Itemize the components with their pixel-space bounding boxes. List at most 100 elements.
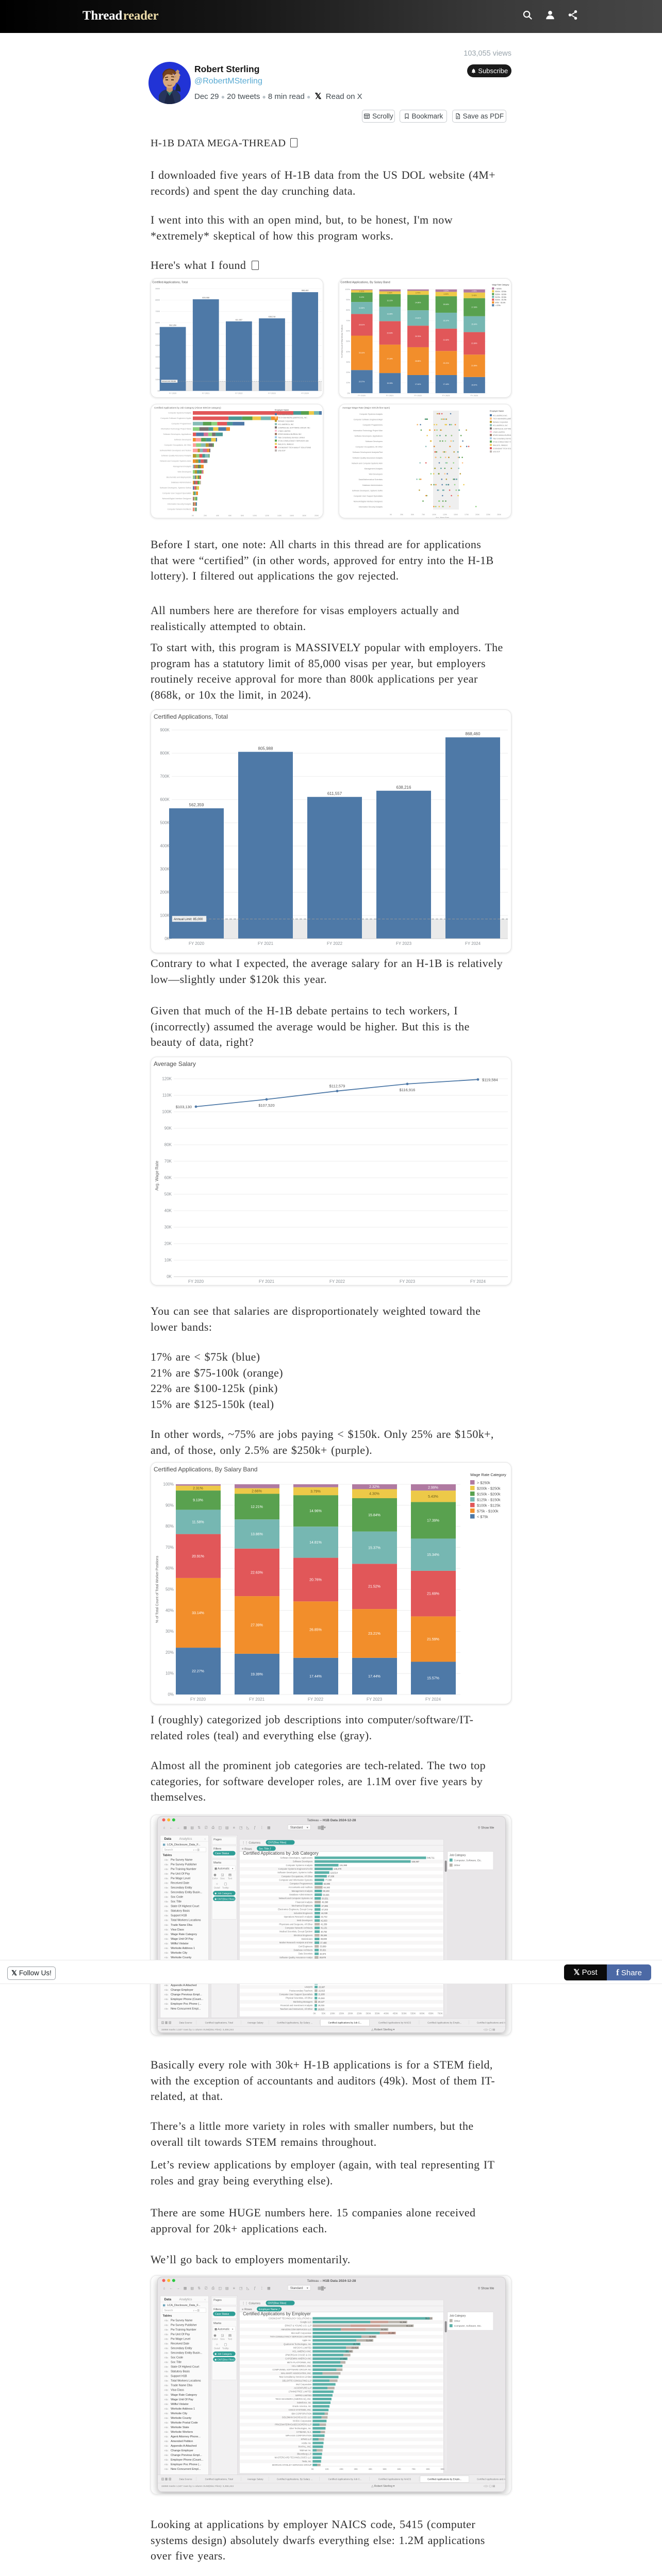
svg-text:Abc: Abc [164,2431,169,2433]
svg-text:12.21%: 12.21% [387,299,392,301]
svg-text:Secondary Entity: Secondary Entity [171,1886,192,1889]
svg-text:Abc: Abc [164,2328,169,2331]
svg-text:300K: 300K [366,2012,371,2015]
svg-text:Soc Title: Soc Title [171,2361,181,2364]
svg-text:44,039: 44,039 [321,1912,328,1914]
svg-text:USA SOF: USA SOF [493,451,500,453]
svg-text:→: → [176,2286,180,2290]
svg-text:40%: 40% [346,350,350,353]
svg-text:◫: ◫ [218,1826,221,1829]
svg-text:5.43%: 5.43% [428,1495,438,1499]
svg-text:50,531: 50,531 [322,1897,328,1900]
svg-text:64,886: 64,886 [324,1883,330,1885]
svg-text:Abc: Abc [164,2319,169,2321]
svg-text:WIPRO LIMITED: WIPRO LIMITED [295,2394,312,2397]
svg-text:HCL AMERICA INC.: HCL AMERICA INC. [278,414,293,416]
svg-text:19,315: 19,315 [318,2004,325,2007]
svg-text:Analytics: Analytics [179,2298,192,2301]
svg-text:Network/Digital Interface Desi: Network/Digital Interface Designers [162,498,192,500]
svg-text:$100k - $125k: $100k - $125k [477,1503,501,1508]
svg-text:17.39%: 17.39% [427,1519,439,1522]
svg-text:22.27%: 22.27% [192,1670,204,1673]
svg-text:◫: ◫ [218,2286,221,2290]
svg-text:Google LLC: Google LLC [300,2320,311,2323]
svg-text:◳: ◳ [239,2286,242,2290]
svg-text:70K: 70K [164,1159,172,1164]
svg-text:58,696: 58,696 [323,1893,329,1896]
svg-text:KPMG LLP: KPMG LLP [301,2438,312,2441]
svg-text:Certified Applications, Total: Certified Applications, Total [205,2021,233,2024]
svg-text:Computer User Support Speciali: Computer User Support Specialists [279,1993,313,1995]
svg-text:New Concurrent Empl...: New Concurrent Empl... [171,2007,201,2010]
svg-text:41,131: 41,131 [321,1927,327,1929]
svg-text:DFMSI MANILA BUREAU INC: DFMSI MANILA BUREAU INC [493,434,511,436]
svg-text:Software Developers, Applicati: Software Developers, Applications [354,435,383,437]
svg-text:Abc: Abc [164,2361,169,2364]
svg-text:60K: 60K [164,1176,172,1180]
svg-text:HCL AMERICA, INC.: HCL AMERICA, INC. [292,2365,311,2367]
svg-text:○: ○ [216,2343,218,2346]
svg-text:Abc: Abc [164,2398,169,2401]
svg-text:15.84%: 15.84% [443,303,449,306]
svg-text:Abc: Abc [164,2007,169,2010]
svg-text:611,557: 611,557 [236,318,243,321]
svg-text:11.58%: 11.58% [192,1521,204,1524]
svg-text:Abc: Abc [164,2003,169,2005]
svg-text:100%: 100% [345,288,350,291]
svg-text:FY 2021: FY 2021 [386,394,393,397]
svg-text:21,930: 21,930 [318,1993,325,1996]
svg-text:Financial Analysts: Financial Analysts [295,1901,312,1903]
svg-text:Information Security Analysts: Information Security Analysts [359,506,383,508]
svg-text:Standard: Standard [290,1826,303,1829]
svg-text:Certified Applications, By Sal: Certified Applications, By Salary ... [277,2478,312,2480]
svg-text:Secondary Entity Busin...: Secondary Entity Busin... [171,2352,203,2355]
svg-text:$116,916: $116,916 [400,1088,416,1092]
svg-text:550K: 550K [410,2012,416,2015]
svg-text:⎚: ⎚ [205,1826,208,1829]
svg-text:⎚: ⎚ [205,2286,208,2290]
svg-text:Oracle America, Inc.: Oracle America, Inc. [292,2405,311,2408]
svg-text:▩: ▩ [267,1826,270,1829]
svg-text:$125k - $150k: $125k - $150k [495,296,506,298]
svg-text:⋮: ⋮ [260,1826,263,1829]
svg-text:90%: 90% [166,1503,174,1507]
svg-text:Abc: Abc [164,1877,169,1879]
svg-text:Abc: Abc [164,2380,169,2382]
svg-text:Software Quality Assurance Ana: Software Quality Assurance Analys [279,1956,312,1959]
svg-text:◉ Job Category: ◉ Job Category [214,2353,232,2356]
svg-text:75K: 75K [422,514,425,516]
svg-text:5.43%: 5.43% [472,294,476,296]
svg-text:900K: 900K [155,287,160,290]
svg-text:Willful Violator: Willful Violator [171,1942,189,1945]
svg-text:Network and Computer Systems A: Network and Computer Systems Ad [279,1897,313,1900]
svg-text:59,213: 59,213 [425,2317,432,2320]
svg-text:Annual Limit: 85,000: Annual Limit: 85,000 [174,918,203,921]
svg-text:Abc: Abc [164,2403,169,2405]
svg-text:Color: Color [212,2338,218,2341]
svg-text:400K: 400K [384,2012,389,2015]
svg-text:Average Salary: Average Salary [154,1060,196,1067]
svg-text:Abc: Abc [164,1905,169,1908]
svg-text:Received Date: Received Date [171,1882,189,1885]
svg-text:→: → [176,1826,180,1829]
svg-text:Computer User Support Speciali: Computer User Support Specialists [354,495,383,497]
svg-text:Avg. Wage Rate: Avg. Wage Rate [436,517,449,518]
svg-text:Database Administrators: Database Administrators [171,482,191,484]
svg-text:Wage Unit Of Pay: Wage Unit Of Pay [171,2398,193,2401]
svg-text:WALISYS, INMEGO: WALISYS, INMEGO [278,443,294,445]
svg-text:LTIMO LIMITED: LTIMO LIMITED [493,431,505,433]
svg-text:▩: ▩ [184,1826,187,1829]
svg-text:Soc Title: Soc Title [171,1901,181,1904]
svg-text:Visa Class: Visa Class [171,2389,184,2392]
svg-text:Certified Applications, Total: Certified Applications, Total [152,281,188,284]
svg-text:20,127: 20,127 [318,2001,325,2003]
svg-text:Tableau – H1B Data 2024-12-28: Tableau – H1B Data 2024-12-28 [307,2279,356,2283]
svg-text:50K: 50K [411,514,415,516]
svg-text:▦: ▦ [163,1843,166,1846]
svg-text:80K: 80K [426,2468,430,2470]
svg-text:Appendix A Attached: Appendix A Attached [171,1984,196,1987]
svg-text:Abc: Abc [164,1993,169,1996]
svg-text:14.96%: 14.96% [309,1510,322,1513]
svg-text:Computer User Support Speciali: Computer User Support Specialists [162,493,191,495]
svg-text:Size: Size [220,2338,225,2341]
